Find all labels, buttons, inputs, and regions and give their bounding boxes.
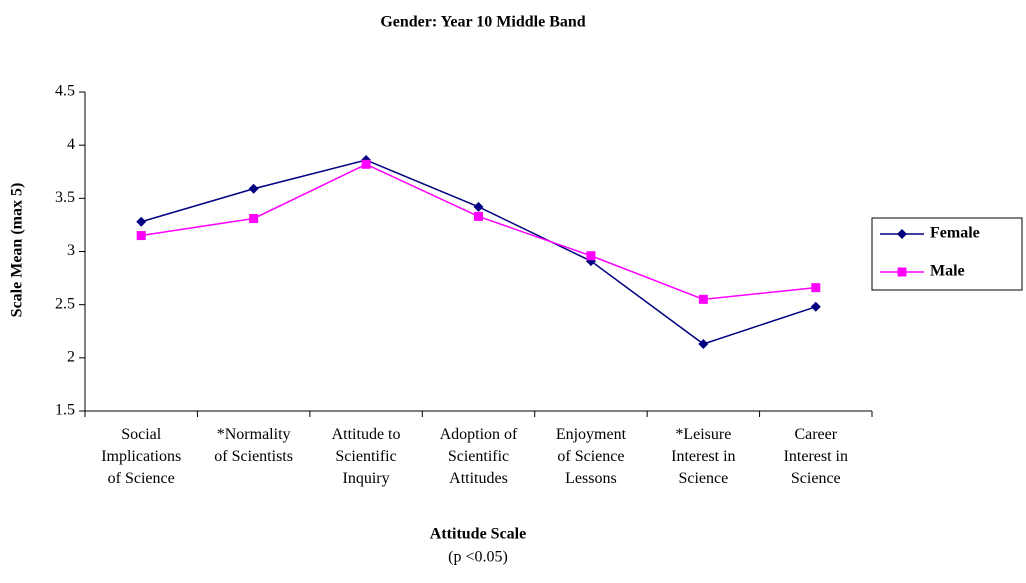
y-tick-label: 1.5 <box>55 402 75 419</box>
y-tick-label: 2 <box>67 349 75 366</box>
y-tick-label: 4 <box>67 136 75 153</box>
legend-box <box>871 217 1023 291</box>
line <box>141 163 816 301</box>
x-tick-label: *Normality of Scientists <box>214 426 293 465</box>
marker <box>811 283 821 293</box>
y-tick-label: 2.5 <box>55 295 75 312</box>
note: (p <0.05) <box>448 549 508 566</box>
marker <box>897 267 907 277</box>
chart-title: Gender: Year 10 Middle Band <box>380 14 585 31</box>
marker <box>474 211 483 221</box>
marker <box>698 294 708 304</box>
x-tick-label: Adoption of Scientific Attitudes <box>439 426 518 487</box>
x-tick-label: *Leisure Interest in Science <box>671 426 736 487</box>
x-tick-label: Career Interest in Science <box>783 426 848 487</box>
x-tick-label: Enjoyment of Science Lessons <box>555 426 627 487</box>
marker <box>698 339 709 350</box>
x-tick-label: Attitude to Scientific Inquiry <box>331 426 401 487</box>
marker <box>810 301 821 312</box>
legend-label: Male <box>930 263 965 280</box>
y-axis-label: Scale Mean (max 5) <box>9 183 26 318</box>
marker <box>473 201 484 212</box>
y-tick-label: 4.5 <box>55 83 75 100</box>
marker <box>897 229 907 239</box>
marker <box>249 214 259 224</box>
marker <box>361 159 371 169</box>
marker <box>248 183 259 194</box>
y-tick-label: 3 <box>67 242 75 259</box>
y-tick-label: 3.5 <box>55 189 75 206</box>
legend-label: Female <box>930 225 980 242</box>
line <box>141 159 817 345</box>
marker <box>136 231 146 241</box>
x-axis-label: Attitude Scale <box>430 526 526 543</box>
x-tick-label: Social Implications of Science <box>101 426 182 487</box>
marker <box>136 216 147 227</box>
marker <box>586 251 596 261</box>
